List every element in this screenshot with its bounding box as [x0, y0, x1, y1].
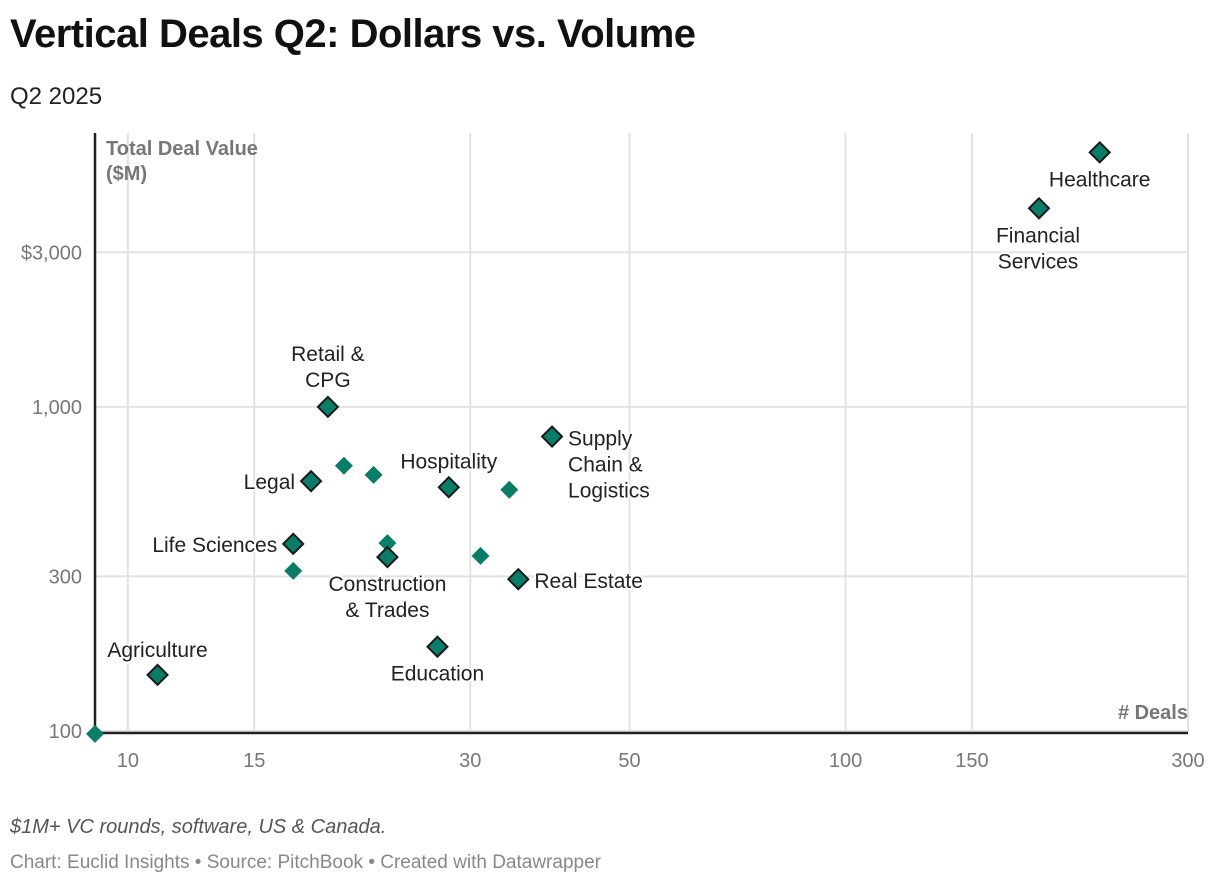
point-label: Services: [998, 250, 1079, 273]
diamond-marker: [378, 534, 397, 553]
x-tick-label: 300: [1171, 750, 1204, 772]
highlighted-point: Education: [389, 635, 486, 688]
highlighted-point: Legal: [242, 469, 323, 496]
point-label: Financial: [996, 224, 1080, 247]
x-tick-label: 50: [618, 750, 640, 772]
data-point: [378, 534, 397, 553]
highlighted-point: Agriculture: [105, 637, 210, 687]
footnote: $1M+ VC rounds, software, US & Canada.: [10, 816, 387, 838]
y-tick-label: 300: [49, 566, 82, 588]
data-point: [500, 480, 519, 499]
x-tick-label: 150: [955, 750, 988, 772]
diamond-marker: [281, 532, 305, 556]
diamond-marker: [1027, 196, 1051, 220]
point-label: Supply: [568, 428, 633, 451]
diamond-marker: [506, 567, 530, 591]
y-tick-label: 100: [49, 721, 82, 743]
data-point: [334, 456, 353, 475]
data-point: [364, 465, 383, 484]
point-label: & Trades: [345, 599, 429, 622]
point-label: Real Estate: [534, 570, 643, 593]
y-axis-title: ($M): [106, 163, 147, 185]
diamond-marker: [376, 545, 399, 569]
data-point: [471, 546, 490, 565]
chart-subtitle: Q2 2025: [10, 83, 103, 110]
highlighted-point: Real Estate: [506, 567, 645, 595]
x-tick-label: 30: [459, 750, 481, 772]
x-tick-label: 10: [117, 750, 139, 772]
highlighted-point: Construction & Trades: [327, 545, 448, 624]
highlighted-point: Healthcare: [1047, 140, 1152, 193]
point-label: Life Sciences: [152, 534, 277, 557]
data-point: [284, 561, 303, 580]
point-label: Agriculture: [107, 639, 207, 662]
diamond-marker: [284, 561, 303, 580]
y-axis-title: Total Deal Value: [106, 138, 258, 160]
source-credit: Chart: Euclid Insights • Source: PitchBo…: [10, 852, 601, 873]
point-label: Healthcare: [1049, 168, 1151, 191]
y-tick-label: $3,000: [21, 242, 82, 264]
diamond-marker: [426, 635, 449, 659]
data-point: [86, 724, 104, 743]
diamond-marker: [500, 480, 519, 499]
diamond-marker: [334, 456, 353, 475]
x-tick-label: 100: [829, 750, 862, 772]
y-tick-label: 1,000: [32, 397, 82, 419]
diamond-marker: [146, 663, 169, 687]
point-label: Logistics: [568, 480, 650, 503]
x-axis-title: # Deals: [1118, 702, 1188, 724]
highlighted-point: Retail & CPG: [289, 341, 367, 419]
diamond-marker: [86, 724, 104, 743]
point-label: Education: [391, 663, 484, 686]
diamond-marker: [364, 465, 383, 484]
point-label: Chain &: [568, 454, 643, 477]
highlighted-point: Financial Services: [994, 196, 1082, 275]
diamond-marker: [471, 546, 490, 565]
chart-title: Vertical Deals Q2: Dollars vs. Volume: [10, 12, 696, 56]
x-tick-label: 15: [243, 750, 265, 772]
point-label: CPG: [305, 369, 351, 392]
diamond-marker: [1088, 140, 1112, 164]
highlighted-point: Life Sciences: [150, 532, 305, 559]
diamond-marker: [316, 395, 340, 419]
highlighted-point: Supply Chain & Logistics: [540, 425, 652, 505]
diamond-marker: [437, 475, 461, 499]
point-label: Legal: [244, 471, 295, 494]
point-label: Construction: [329, 573, 447, 596]
diamond-marker: [299, 469, 323, 493]
diamond-marker: [540, 425, 564, 448]
point-label: Retail &: [291, 343, 365, 366]
point-label: Hospitality: [400, 450, 497, 473]
highlighted-point: Hospitality: [398, 448, 500, 499]
